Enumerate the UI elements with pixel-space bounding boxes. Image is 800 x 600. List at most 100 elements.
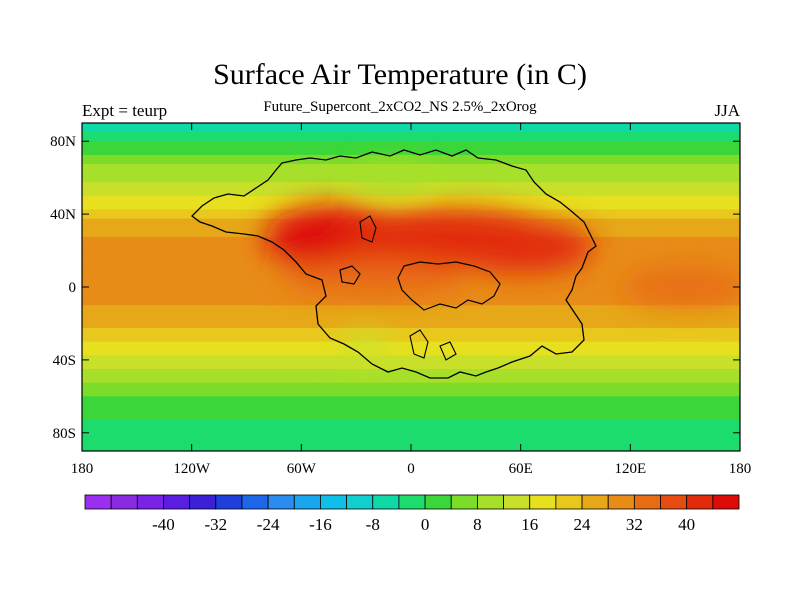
x-tick-label: 60W [287,461,317,477]
temperature-anomaly [283,259,466,297]
temperature-anomaly [359,166,426,189]
colorbar-box [555,494,583,510]
temperature-band [82,423,740,429]
x-tick-label: 180 [71,461,94,477]
temperature-band [82,328,740,334]
temperature-band [82,127,740,133]
temperature-band [82,391,740,397]
temperature-band [82,387,740,393]
temperature-band [82,400,740,407]
temperature-band [82,132,740,138]
colorbar-box [267,494,295,510]
colorbar-box [660,494,688,510]
colorbar-box [607,494,635,510]
supercontinent-coastline [191,149,597,379]
colorbar-box [163,494,191,510]
temperature-band [82,195,740,202]
temperature-band [82,382,740,388]
temperature-band [82,191,740,197]
temperature-anomaly [339,334,391,360]
temperature-band [82,186,740,192]
western-bay-outline [339,265,361,285]
x-tick-label: 120W [173,461,211,477]
temperature-band [82,318,740,325]
colorbar-box [581,494,609,510]
colorbar-tick-label: -24 [257,515,280,534]
colorbar-box [136,494,164,510]
temperature-band [82,419,740,425]
y-tick-label: 40N [50,207,76,223]
colorbar-box [84,494,112,510]
x-tick-label: 60E [509,461,533,477]
colorbar-box [215,494,243,510]
temperature-band [82,159,740,165]
temperature-band [82,364,740,370]
y-tick-label: 80S [53,426,76,442]
colorbar-box [424,494,452,510]
temperature-band [82,314,740,320]
season-label: JJA [714,101,740,120]
temperature-band [82,200,740,206]
chart-subtitle: Future_Supercont_2xCO2_NS 2.5%_2xOrog [263,99,537,115]
colorbar-tick-label: 24 [574,515,592,534]
colorbar-box [320,494,348,510]
colorbar-tick-label: -40 [152,515,175,534]
temperature-band [82,432,740,438]
temperature-band [82,414,740,420]
colorbar-box [372,494,400,510]
colorbar-box [529,494,557,510]
colorbar-box [398,494,426,510]
temperature-band [82,305,740,311]
y-tick-label: 40S [53,353,76,369]
x-tick-label: 0 [407,461,415,477]
colorbar-box [293,494,321,510]
colorbar-box [503,494,531,510]
temperature-band [82,396,740,402]
colorbar-tick-label: -16 [309,515,332,534]
colorbar-box [241,494,269,510]
inland-sea-outline [397,261,501,311]
y-axis: 80N 40N 0 40S 80S [50,134,740,442]
x-tick-label: 180 [729,461,752,477]
colorbar-box [450,494,478,510]
colorbar-box [633,494,661,510]
temperature-band [82,136,740,142]
temperature-anomaly [621,268,740,306]
experiment-label: Expt = teurp [82,101,168,120]
colorbar-box [712,494,740,510]
temperature-anomalies [264,166,740,360]
x-axis: 180 120W 60W 0 60E 120E 180 [71,123,752,477]
colorbar-tick-label: 32 [626,515,643,534]
temperature-band [82,150,740,156]
y-tick-label: 0 [69,280,77,296]
plot-area [82,123,740,451]
colorbar-box [110,494,138,510]
temperature-band [82,378,740,384]
northern-lake-outline [359,215,377,243]
temperature-band [82,437,740,443]
supercontinent-outline [191,149,597,379]
temperature-band [82,341,740,347]
temperature-band [82,350,740,356]
colorbar-tick-label: -8 [366,515,380,534]
temperature-anomaly [447,221,594,273]
temperature-band [82,300,740,306]
temperature-band [82,355,740,361]
temperature-band [82,346,740,352]
colorbar-box [346,494,374,510]
temperature-band [82,373,740,379]
temperature-band [82,323,740,329]
colorbar-tick-label: -32 [204,515,227,534]
temperature-band [82,141,740,147]
colorbar-box [476,494,504,510]
colorbar-box [189,494,217,510]
temperature-band [82,410,740,416]
colorbar-tick-label: 0 [421,515,430,534]
southern-coast-detail [409,329,457,361]
colorbar-tick-label: 8 [473,515,482,534]
colorbar-box [686,494,714,510]
temperature-band [82,205,740,211]
temperature-band [82,369,740,375]
chart-title: Surface Air Temperature (in C) [213,58,587,91]
